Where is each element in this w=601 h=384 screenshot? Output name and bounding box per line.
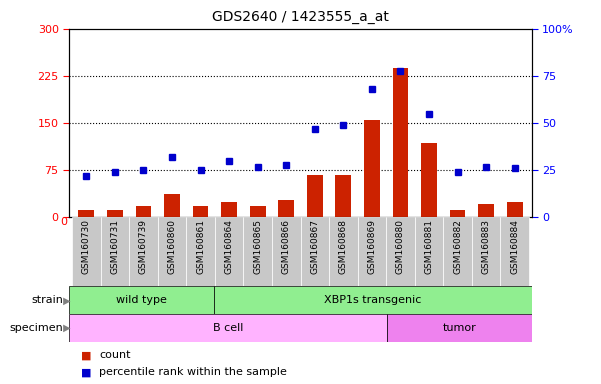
Bar — [472, 217, 501, 286]
Bar — [329, 217, 358, 286]
Text: tumor: tumor — [443, 323, 477, 333]
Text: specimen: specimen — [10, 323, 63, 333]
Text: GSM160731: GSM160731 — [111, 219, 120, 275]
Text: B cell: B cell — [213, 323, 243, 333]
Bar — [129, 217, 157, 286]
Bar — [215, 217, 243, 286]
Text: GSM160739: GSM160739 — [139, 219, 148, 275]
Bar — [72, 217, 100, 286]
Bar — [278, 200, 294, 217]
Bar — [335, 175, 351, 217]
Bar — [164, 194, 180, 217]
Bar — [450, 210, 465, 217]
Text: percentile rank within the sample: percentile rank within the sample — [99, 367, 287, 377]
Bar — [358, 217, 386, 286]
Bar — [272, 217, 300, 286]
Text: GSM160864: GSM160864 — [225, 219, 234, 274]
Bar — [507, 202, 523, 217]
Text: GSM160884: GSM160884 — [510, 219, 519, 274]
Text: GSM160883: GSM160883 — [481, 219, 490, 275]
Bar — [214, 286, 532, 314]
Bar — [157, 217, 186, 286]
Bar — [69, 314, 387, 342]
Text: ▶: ▶ — [60, 295, 71, 305]
Text: ■: ■ — [81, 367, 91, 377]
Bar — [300, 217, 329, 286]
Text: GSM160868: GSM160868 — [339, 219, 348, 275]
Text: GDS2640 / 1423555_a_at: GDS2640 / 1423555_a_at — [212, 10, 389, 23]
Bar — [392, 68, 408, 217]
Bar — [78, 210, 94, 217]
Text: GSM160880: GSM160880 — [396, 219, 405, 275]
Text: GSM160866: GSM160866 — [282, 219, 291, 275]
Text: GSM160730: GSM160730 — [82, 219, 91, 275]
Text: 0: 0 — [61, 217, 68, 227]
Bar — [221, 202, 237, 217]
Bar — [364, 120, 380, 217]
Text: GSM160860: GSM160860 — [168, 219, 177, 275]
Bar — [478, 204, 494, 217]
Bar — [186, 217, 215, 286]
Text: strain: strain — [31, 295, 63, 305]
Bar — [386, 217, 415, 286]
Bar — [250, 206, 266, 217]
Bar — [136, 206, 151, 217]
Bar — [107, 210, 123, 217]
Text: count: count — [99, 350, 130, 360]
Text: wild type: wild type — [116, 295, 167, 305]
Text: GSM160882: GSM160882 — [453, 219, 462, 274]
Text: GSM160881: GSM160881 — [424, 219, 433, 275]
Bar — [387, 314, 532, 342]
Bar — [444, 217, 472, 286]
Bar — [100, 217, 129, 286]
Text: GSM160865: GSM160865 — [253, 219, 262, 275]
Bar — [421, 143, 437, 217]
Bar — [69, 286, 214, 314]
Bar — [307, 175, 323, 217]
Bar — [193, 206, 209, 217]
Text: XBP1s transgenic: XBP1s transgenic — [324, 295, 421, 305]
Bar — [243, 217, 272, 286]
Text: ■: ■ — [81, 350, 91, 360]
Bar — [415, 217, 444, 286]
Text: GSM160867: GSM160867 — [310, 219, 319, 275]
Bar — [501, 217, 529, 286]
Text: GSM160861: GSM160861 — [196, 219, 205, 275]
Text: ▶: ▶ — [60, 323, 71, 333]
Text: GSM160869: GSM160869 — [367, 219, 376, 275]
